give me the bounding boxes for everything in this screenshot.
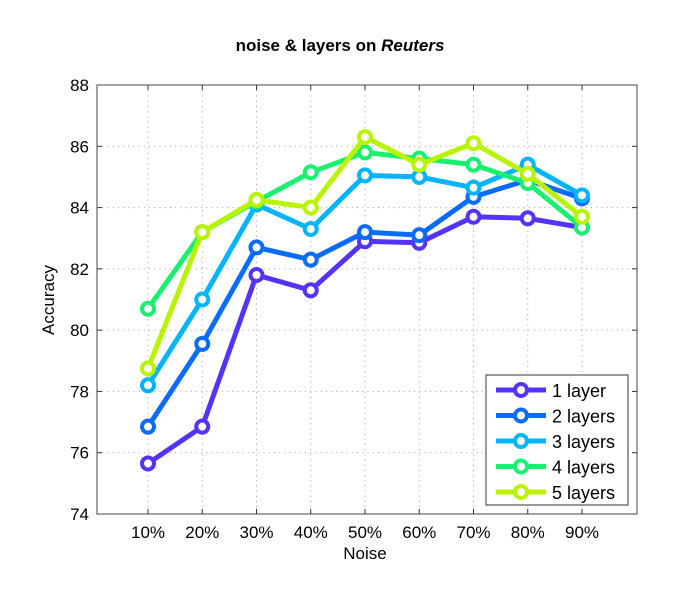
data-point [357,129,373,146]
x-tick-label: 20% [185,523,219,542]
data-point [411,156,428,173]
x-tick-label: 50% [348,523,382,542]
legend-marker [513,484,529,500]
data-point [302,282,319,299]
data-point [302,251,319,268]
data-point [194,291,211,308]
data-point [465,156,482,173]
data-point [411,227,428,244]
series-5 [140,129,590,377]
series-group [140,129,590,472]
legend-marker [513,382,529,398]
legend: 1 layer 2 layers 3 layers 4 layers 5 layers [485,374,629,506]
x-tick-label: 40% [294,523,328,542]
data-point [574,208,590,225]
y-tick-label: 84 [70,199,89,218]
x-tick-label: 60% [402,523,436,542]
data-point [357,167,373,184]
data-point [248,191,265,208]
y-tick-label: 88 [70,76,89,95]
series-1 [140,208,590,472]
data-point [248,239,265,256]
data-point [357,144,373,161]
data-point [194,335,211,352]
data-point [140,455,156,472]
y-tick-label: 74 [70,505,89,524]
legend-marker [513,433,529,449]
legend-label: 4 layers [552,458,615,478]
legend-label: 5 layers [552,483,615,503]
data-point [465,208,482,225]
plot-frame [96,84,638,515]
x-tick-label: 80% [511,523,545,542]
legend-label: 1 layer [552,381,606,401]
chart-title: noise & layers on Reuters [236,36,445,55]
y-tick-label: 86 [70,137,89,156]
legend-label: 2 layers [552,407,615,427]
data-point [302,164,319,181]
data-point [519,210,536,227]
x-tick-label: 90% [565,523,599,542]
data-point [465,135,482,152]
data-point [411,168,428,185]
x-tick-label: 70% [456,523,490,542]
x-tick-label: 30% [239,523,273,542]
data-point [140,377,156,394]
data-point [574,187,590,204]
data-point [140,418,156,435]
data-point [302,221,319,238]
axes: 10% 20% 30% 40% 50% 60% 70% 80% 90% 74 76 78 80 82 84 8… [70,76,638,542]
series-line [145,162,584,387]
data-point [465,179,482,196]
legend-label: 3 layers [552,432,615,452]
x-tick-label: 10% [131,523,165,542]
data-point [194,224,211,241]
data-point [140,300,156,317]
data-point [140,360,156,377]
data-point [194,418,211,435]
y-tick-label: 80 [70,321,89,340]
title-text: noise & layers on [236,36,382,55]
y-tick-label: 78 [70,382,89,401]
y-tick-label: 82 [70,260,89,279]
x-axis-label: Noise [343,544,386,563]
title-italic-text: Reuters [381,36,444,55]
series-3 [140,156,590,394]
y-tick-label: 76 [70,444,89,463]
data-point [302,199,319,216]
legend-marker [513,407,529,424]
legend-marker [513,458,529,475]
data-point [519,165,536,182]
y-axis-label: Accuracy [39,265,58,335]
data-point [357,224,373,241]
data-point [248,266,265,283]
